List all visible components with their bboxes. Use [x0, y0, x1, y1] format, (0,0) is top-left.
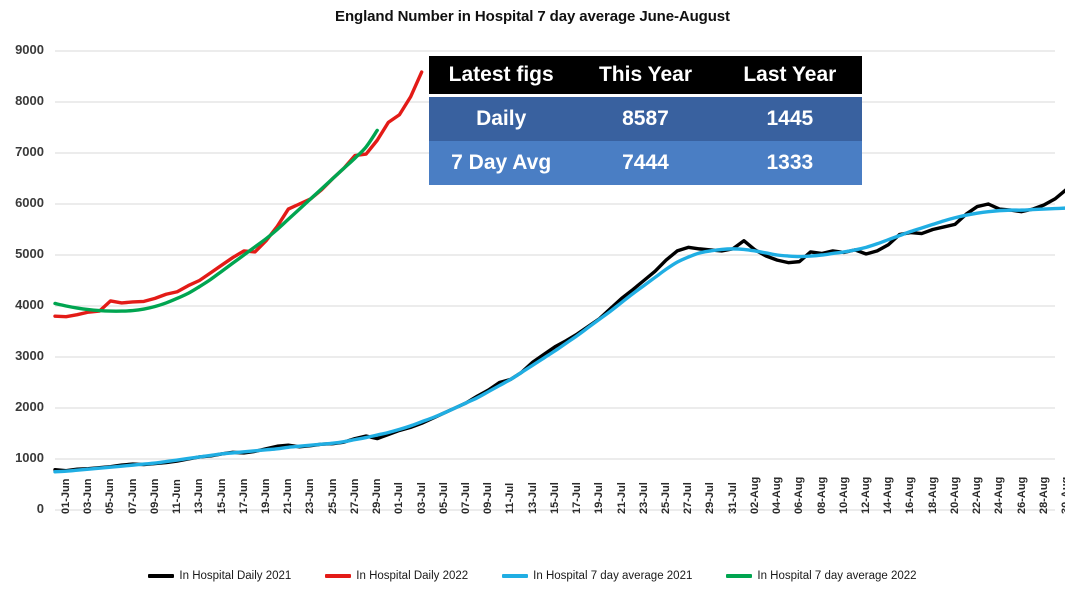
series-line — [53, 206, 1065, 474]
y-axis-tick-label: 9000 — [15, 42, 44, 57]
x-axis-tick-label: 17-Jul — [571, 482, 584, 514]
x-axis-tick-label: 25-Jul — [660, 482, 672, 514]
legend-label: In Hospital 7 day average 2022 — [757, 570, 917, 582]
x-axis-tick-label: 12-Aug — [860, 476, 872, 514]
x-axis-tick-label: 19-Jul — [593, 482, 606, 514]
legend-item[interactable]: In Hospital 7 day average 2022 — [726, 570, 917, 582]
table-row: Daily 8587 1445 — [429, 97, 862, 141]
x-axis-tick-label: 26-Aug — [1015, 476, 1028, 514]
x-axis-tick-label: 04-Aug — [771, 476, 784, 514]
legend-item[interactable]: In Hospital Daily 2022 — [325, 570, 468, 582]
x-axis-tick-label: 25-Jun — [326, 478, 339, 514]
x-axis-tick-label: 01-Jun — [60, 478, 72, 514]
x-axis-tick-label: 21-Jun — [282, 478, 295, 514]
x-axis-tick-label: 16-Aug — [904, 476, 917, 514]
y-axis-tick-label: 7000 — [15, 144, 44, 159]
x-axis-tick-label: 06-Aug — [793, 476, 806, 514]
series-lines — [53, 70, 1065, 474]
legend-color-swatch — [148, 574, 175, 578]
x-axis-tick-label: 15-Jun — [215, 478, 228, 514]
row-daily-last-year: 1445 — [717, 97, 862, 141]
y-axis-tick-label: 2000 — [15, 399, 44, 414]
x-axis-tick-label: 27-Jul — [682, 482, 695, 514]
legend-item[interactable]: In Hospital 7 day average 2021 — [502, 570, 692, 582]
row-daily-label: Daily — [429, 97, 574, 141]
x-axis-tick-label: 02-Aug — [748, 476, 761, 514]
table-row: 7 Day Avg 7444 1333 — [429, 141, 862, 185]
x-axis-tick-label: 03-Jul — [415, 482, 428, 514]
legend-label: In Hospital 7 day average 2021 — [533, 570, 693, 582]
y-axis-tick-label: 6000 — [15, 195, 44, 210]
row-avg-this-year: 7444 — [573, 141, 718, 185]
x-axis-tick-label: 05-Jul — [437, 482, 450, 514]
row-avg-last-year: 1333 — [717, 141, 862, 185]
x-axis-tick-label: 20-Aug — [948, 476, 961, 514]
x-axis-tick-label: 23-Jul — [637, 482, 650, 514]
x-axis-tick-label: 07-Jun — [126, 478, 139, 514]
chart-title: England Number in Hospital 7 day average… — [335, 8, 730, 25]
header-last-year: Last Year — [717, 56, 862, 94]
x-axis-tick-label: 13-Jul — [526, 482, 539, 514]
x-axis-tick-label: 10-Aug — [837, 476, 850, 514]
x-axis-tick-label: 21-Jul — [615, 482, 628, 514]
chart-legend: In Hospital Daily 2021 In Hospital Daily … — [0, 570, 1065, 582]
series-line — [53, 128, 379, 313]
table-header-row: Latest figs This Year Last Year — [429, 56, 862, 94]
legend-label: In Hospital Daily 2022 — [356, 570, 469, 582]
x-axis-tick-label: 18-Aug — [926, 476, 939, 514]
x-axis-tick-label: 05-Jun — [104, 478, 117, 514]
x-axis-tick-label: 11-Jul — [504, 482, 517, 514]
y-axis-tick-label: 8000 — [15, 93, 44, 108]
legend-color-swatch — [325, 574, 352, 578]
x-axis-tick-label: 03-Jun — [82, 478, 95, 514]
x-axis-tick-label: 23-Jun — [304, 478, 317, 514]
legend-color-swatch — [726, 574, 753, 578]
x-axis-tick-label: 14-Aug — [882, 476, 895, 514]
x-axis-tick-label: 28-Aug — [1037, 476, 1050, 514]
legend-color-swatch — [502, 574, 529, 578]
x-axis-tick-label: 27-Jun — [348, 478, 361, 514]
x-axis-tick-label: 31-Jul — [726, 482, 739, 514]
y-axis-tick-label: 3000 — [15, 348, 44, 363]
x-axis-tick-label: 19-Jun — [260, 478, 272, 514]
x-axis-tick-label: 15-Jul — [548, 482, 561, 514]
x-axis-tick-label: 24-Aug — [993, 476, 1006, 514]
x-axis-tick-label: 09-Jul — [482, 482, 495, 514]
latest-figures-table: Latest figs This Year Last Year Daily 85… — [429, 56, 862, 185]
x-axis-tick-label: 29-Jun — [371, 478, 384, 514]
x-axis-tick-label: 01-Jul — [393, 482, 406, 514]
legend-label: In Hospital Daily 2021 — [179, 570, 292, 582]
legend-item[interactable]: In Hospital Daily 2021 — [148, 570, 291, 582]
x-axis-tick-label: 09-Jun — [148, 478, 161, 514]
row-daily-this-year: 8587 — [573, 97, 718, 141]
x-axis-tick-label: 07-Jul — [460, 482, 472, 514]
x-axis-tick-label: 29-Jul — [704, 482, 717, 514]
table-divider — [429, 94, 862, 97]
header-latest-figs: Latest figs — [429, 56, 574, 94]
y-axis-tick-label: 4000 — [15, 297, 44, 312]
series-line — [53, 70, 424, 319]
header-this-year: This Year — [573, 56, 718, 94]
row-avg-label: 7 Day Avg — [429, 141, 574, 185]
y-axis-tick-label: 5000 — [15, 246, 44, 261]
y-axis-tick-label: 1000 — [15, 450, 44, 465]
x-axis-tick-label: 17-Jun — [237, 478, 250, 514]
x-axis-tick-label: 11-Jun — [171, 479, 184, 514]
y-axis-tick-label: 0 — [36, 501, 44, 516]
x-axis-tick-label: 30-Aug — [1060, 476, 1065, 514]
x-axis-tick-label: 22-Aug — [971, 476, 984, 514]
x-axis-tick-label: 08-Aug — [815, 476, 828, 514]
x-axis-tick-label: 13-Jun — [193, 478, 206, 514]
